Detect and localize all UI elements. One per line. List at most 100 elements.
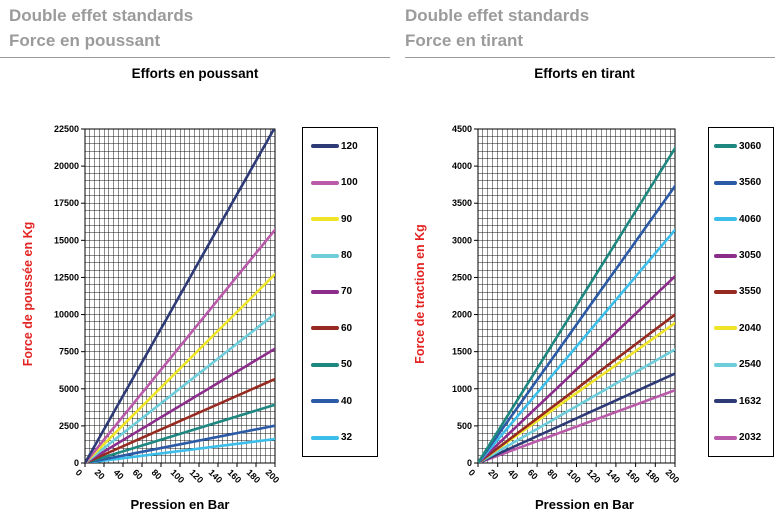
- x-axis-ticks: 0 20 40 60 80 100 120 140 160 180 200: [467, 463, 682, 485]
- svg-text:40: 40: [112, 467, 126, 481]
- legend-label: 3560: [739, 177, 762, 189]
- legend-label: 2032: [739, 432, 762, 444]
- legend-label: 3550: [739, 286, 762, 298]
- legend-item-70: 70: [311, 286, 377, 297]
- legend-label: 120: [341, 140, 358, 152]
- header-line1: Double effet standards: [9, 6, 194, 25]
- series-line-40: [85, 424, 275, 463]
- y-axis-ticks: 0 500 1000 1500 2000 2500 3000 3500 4000 4500: [452, 124, 478, 468]
- svg-text:2500: 2500: [452, 272, 472, 282]
- svg-text:15000: 15000: [54, 235, 79, 245]
- svg-text:140: 140: [604, 467, 622, 485]
- svg-text:180: 180: [644, 467, 662, 485]
- svg-text:7500: 7500: [59, 347, 79, 357]
- legend-item-3060: 3060: [714, 141, 773, 152]
- legend-label: 100: [341, 177, 358, 189]
- legend-label: 1632: [739, 395, 762, 407]
- svg-text:20: 20: [486, 467, 500, 481]
- svg-text:200: 200: [664, 467, 682, 485]
- series-line-1632: [478, 372, 675, 463]
- legend-item-120: 120: [311, 141, 377, 152]
- legend-swatch-line: [714, 289, 737, 294]
- svg-text:17500: 17500: [54, 198, 79, 208]
- legend-tirant: 3060 3560 4060 3050 3550 2040 2540 1632 2032: [708, 127, 774, 457]
- legend-item-60: 60: [311, 323, 377, 334]
- legend-swatch-line: [714, 435, 737, 440]
- legend-item-3550: 3550: [714, 286, 773, 297]
- legend-label: 3050: [739, 250, 762, 262]
- series-line-2032: [478, 388, 675, 463]
- svg-text:4500: 4500: [452, 124, 472, 134]
- panel-poussant: Double effet standards Force en poussant…: [0, 3, 390, 512]
- legend-item-2540: 2540: [714, 359, 773, 370]
- svg-text:100: 100: [169, 467, 187, 485]
- svg-text:80: 80: [150, 467, 164, 481]
- legend-label: 32: [341, 432, 353, 444]
- legend-label: 70: [341, 286, 353, 298]
- svg-text:20000: 20000: [54, 161, 79, 171]
- legend-swatch-line: [311, 362, 339, 367]
- header-underline: [405, 57, 775, 58]
- y-axis-title-poussant: Force de poussée en Kg: [21, 221, 35, 367]
- svg-text:20: 20: [93, 467, 107, 481]
- svg-text:80: 80: [545, 467, 559, 481]
- legend-label: 90: [341, 213, 353, 225]
- legend-label: 2540: [739, 359, 762, 371]
- svg-text:200: 200: [264, 467, 282, 485]
- svg-text:2000: 2000: [452, 310, 472, 320]
- series-line-32: [85, 437, 275, 463]
- svg-text:160: 160: [624, 467, 642, 485]
- legend-item-3560: 3560: [714, 177, 773, 188]
- legend-swatch-line: [311, 435, 339, 440]
- header-line2: Force en poussant: [9, 31, 161, 50]
- x-axis-ticks: 0 20 40 60 80 100 120 140 160 180 200: [74, 463, 282, 485]
- series-line-4060: [478, 228, 675, 463]
- legend-swatch-line: [311, 399, 339, 404]
- series-line-80: [85, 312, 275, 463]
- legend-swatch-line: [714, 180, 737, 185]
- chart-title-tirant: Efforts en tirant: [534, 66, 635, 81]
- series-line-3050: [478, 275, 675, 463]
- grid: [477, 128, 676, 464]
- legend-label: 2040: [739, 322, 762, 334]
- y-axis-title-tirant: Force de traction en Kg: [413, 224, 427, 364]
- series-line-3560: [478, 184, 675, 463]
- legend-item-2032: 2032: [714, 432, 773, 443]
- legend-swatch-line: [311, 326, 339, 331]
- legend-item-32: 32: [311, 432, 377, 443]
- legend-item-90: 90: [311, 214, 377, 225]
- legend-swatch-line: [714, 326, 737, 331]
- svg-text:40: 40: [506, 467, 520, 481]
- legend-swatch-line: [311, 253, 339, 258]
- panel-header-tirant: Double effet standards Force en tirant: [405, 3, 589, 53]
- legend-swatch-line: [311, 217, 339, 222]
- svg-text:22500: 22500: [54, 124, 79, 134]
- legend-item-80: 80: [311, 250, 377, 261]
- svg-text:60: 60: [131, 467, 145, 481]
- series-line-60: [85, 377, 275, 463]
- series-line-3550: [478, 313, 675, 463]
- svg-text:120: 120: [188, 467, 206, 485]
- legend-swatch-line: [311, 144, 339, 149]
- series-line-120: [85, 129, 275, 463]
- legend-item-4060: 4060: [714, 214, 773, 225]
- series-lines: [478, 147, 675, 463]
- svg-text:0: 0: [74, 467, 85, 478]
- legend-swatch-line: [714, 144, 737, 149]
- header-line2: Force en tirant: [405, 31, 524, 50]
- series-line-2540: [478, 348, 675, 463]
- svg-text:120: 120: [585, 467, 603, 485]
- panel-tirant: Double effet standards Force en tirant E…: [390, 0, 779, 524]
- svg-text:5000: 5000: [59, 384, 79, 394]
- svg-text:160: 160: [226, 467, 244, 485]
- legend-label: 3060: [739, 140, 762, 152]
- svg-text:0: 0: [74, 458, 79, 468]
- legend-swatch-line: [714, 253, 737, 258]
- series-line-50: [85, 403, 275, 463]
- panel-header-poussant: Double effet standards Force en poussant: [9, 3, 193, 53]
- plot-area-tirant: 0 20 40 60 80 100 120 140 160 180 2000500100015002…: [452, 124, 682, 485]
- legend-item-50: 50: [311, 359, 377, 370]
- legend-swatch-line: [714, 362, 737, 367]
- legend-swatch-line: [714, 217, 737, 222]
- legend-label: 40: [341, 395, 353, 407]
